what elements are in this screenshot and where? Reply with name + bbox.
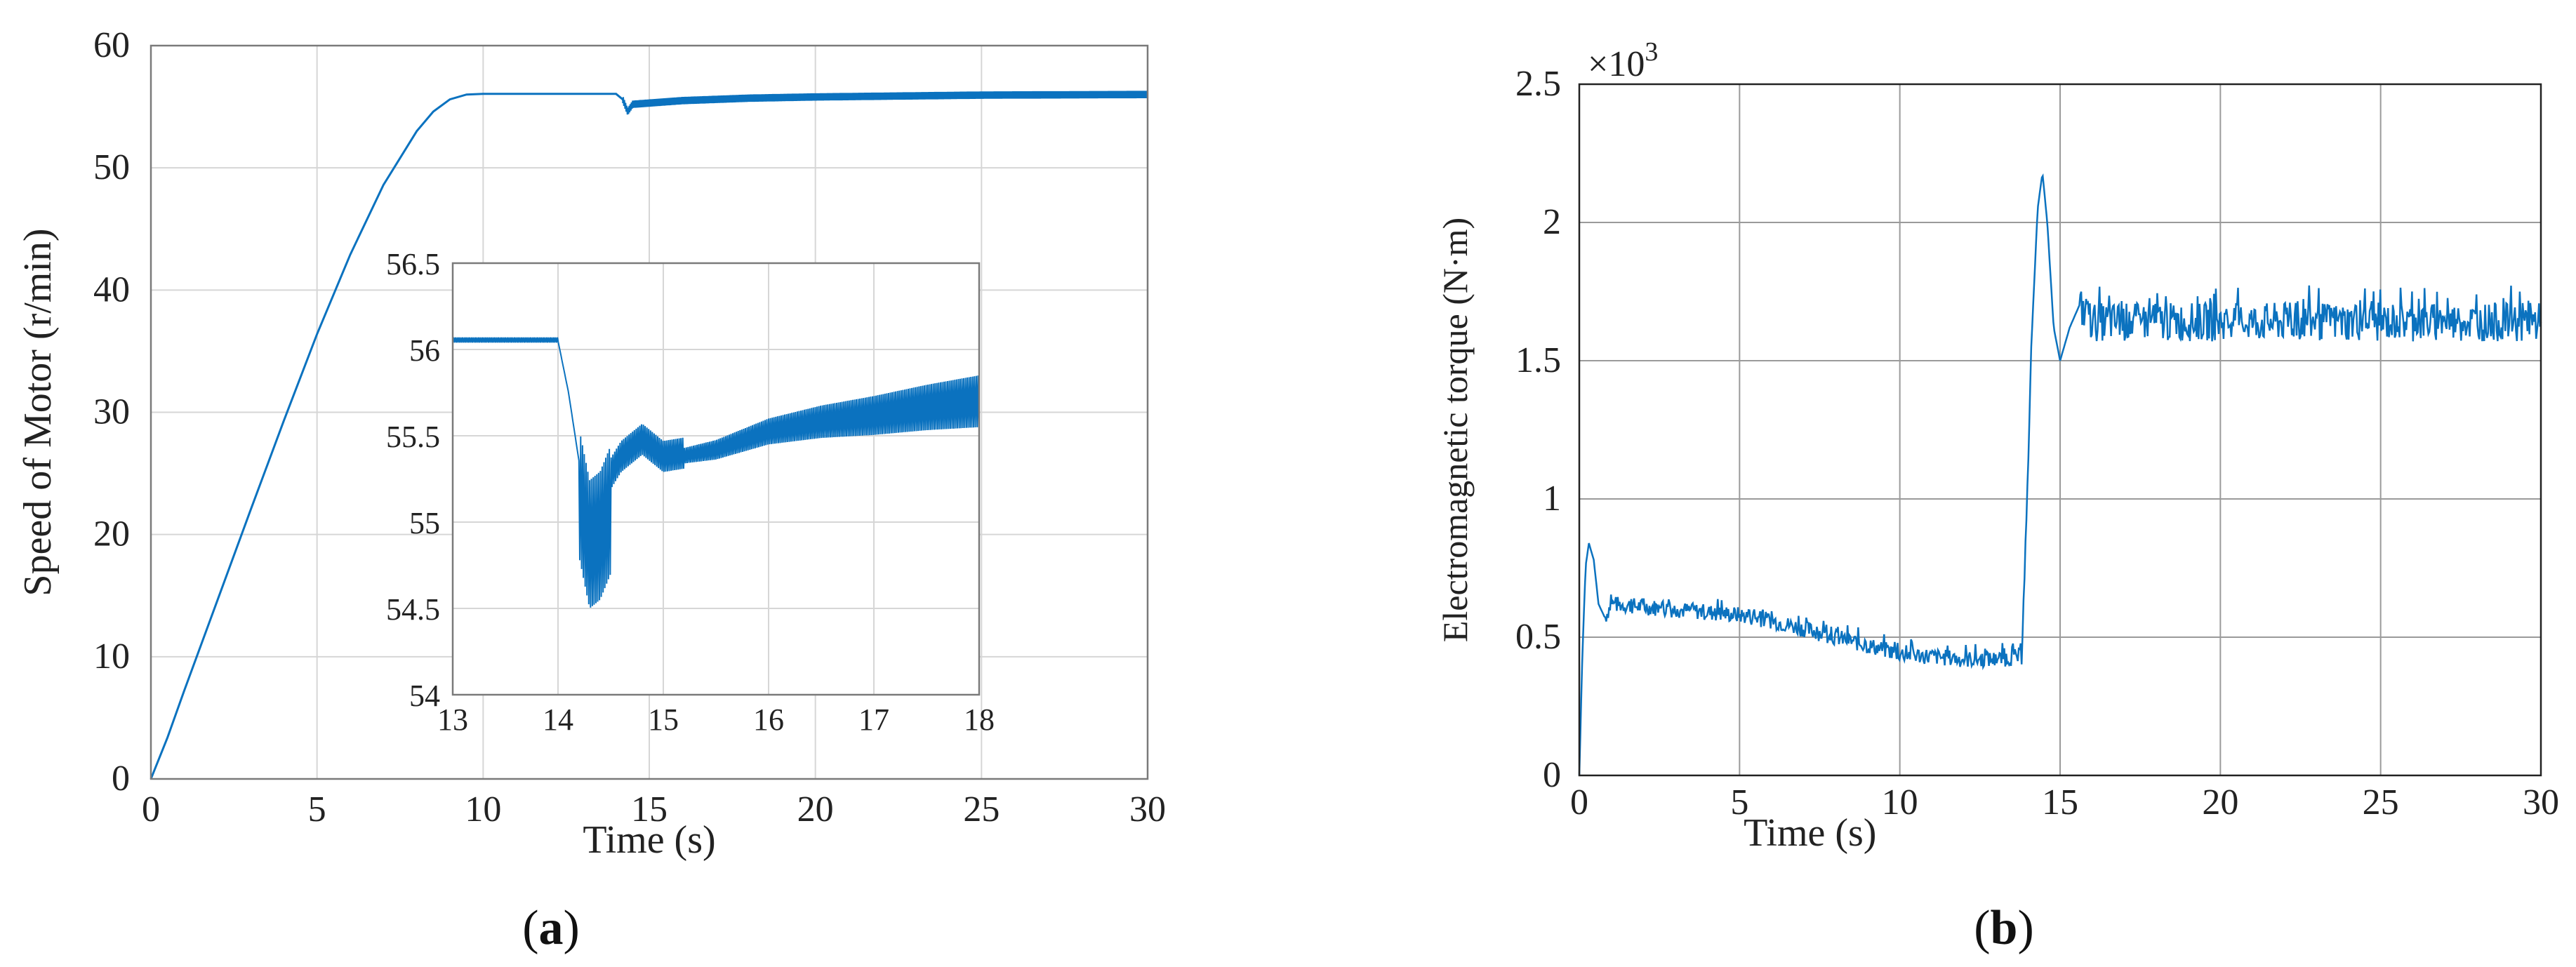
panel-b-grid <box>1579 84 2542 776</box>
y-tick-label: 54 <box>409 679 440 713</box>
x-tick-label: 30 <box>2523 782 2559 822</box>
y-tick-label: 50 <box>93 147 130 187</box>
x-tick-label: 25 <box>2363 782 2399 822</box>
x-tick-label: 15 <box>631 789 668 829</box>
x-tick-label: 14 <box>543 702 573 737</box>
panel-a-ripple-band <box>622 91 1148 115</box>
inset-y-tick-labels: 54 54.5 55 55.5 56 56.5 <box>386 247 440 713</box>
y-tick-label: 56 <box>409 333 440 368</box>
x-tick-label: 15 <box>2042 782 2078 822</box>
panel-a-caption: (a) <box>522 901 580 955</box>
inset-x-tick-labels: 13 14 15 16 17 18 <box>437 702 995 737</box>
inset-frame <box>451 262 981 696</box>
x-tick-label: 10 <box>1882 782 1918 822</box>
panel-b-x-tick-labels: 0 5 10 15 20 25 30 <box>1570 782 2559 822</box>
y-tick-label: 10 <box>93 636 130 676</box>
y-tick-label: 40 <box>93 269 130 309</box>
x-tick-label: 0 <box>142 789 160 829</box>
inset-speed-line <box>452 337 980 608</box>
panel-b-axis-multiplier: ×103 <box>1588 37 1658 84</box>
panel-b-x-axis-label: Time (s) <box>1744 811 1876 855</box>
y-tick-label: 56.5 <box>386 247 440 281</box>
y-tick-label: 0 <box>112 759 130 799</box>
panel-b-frame <box>1578 83 2542 777</box>
y-tick-label: 1 <box>1543 479 1561 519</box>
x-tick-label: 13 <box>437 702 468 737</box>
y-tick-label: 55.5 <box>386 420 440 454</box>
x-tick-label: 18 <box>964 702 995 737</box>
y-tick-label: 2.5 <box>1515 64 1561 104</box>
panel-a-y-tick-labels: 0 10 20 30 40 50 60 <box>93 25 130 799</box>
y-tick-label: 0 <box>1543 755 1561 795</box>
x-tick-label: 17 <box>858 702 889 737</box>
x-tick-label: 5 <box>1730 782 1748 822</box>
panel-a-x-axis-label: Time (s) <box>583 818 715 862</box>
panel-a-inset-zoom: 13 14 15 16 17 18 54 54.5 55 55.5 56 56.5 <box>386 247 995 737</box>
x-tick-label: 25 <box>963 789 1000 829</box>
y-tick-label: 0.5 <box>1515 617 1561 657</box>
y-tick-label: 60 <box>93 25 130 65</box>
y-tick-label: 55 <box>409 506 440 540</box>
x-tick-label: 10 <box>465 789 501 829</box>
y-tick-label: 54.5 <box>386 592 440 627</box>
y-tick-label: 20 <box>93 514 130 554</box>
x-tick-label: 20 <box>797 789 834 829</box>
y-tick-label: 1.5 <box>1515 340 1561 380</box>
y-tick-label: 30 <box>93 392 130 432</box>
inset-background <box>453 263 979 695</box>
panel-b-y-axis-label: Electromagnetic torque (N·m) <box>1435 218 1475 642</box>
x-tick-label: 16 <box>753 702 784 737</box>
x-tick-label: 30 <box>1129 789 1166 829</box>
panel-a-frame <box>150 44 1149 780</box>
panel-a-x-tick-labels: 0 5 10 15 20 25 30 <box>142 789 1166 829</box>
panel-b-torque-chart: 0 5 10 15 20 25 30 00.511.522.5 ×103 Time (s) … <box>1435 37 2559 955</box>
x-tick-label: 0 <box>1570 782 1588 822</box>
x-tick-label: 20 <box>2202 782 2238 822</box>
panel-b-y-tick-labels: 0 0.5 1 1.5 2 2.5 <box>1515 64 1561 795</box>
panel-a-speed-chart: 0 5 10 15 20 25 30 0 10 20 30 40 50 60 Time (s) Spee… <box>16 25 1166 955</box>
x-tick-label: 5 <box>308 789 326 829</box>
panel-b-torque-line <box>1578 173 2542 776</box>
x-tick-label: 15 <box>648 702 679 737</box>
y-tick-label: 2 <box>1543 202 1561 242</box>
panel-a-y-axis-label: Speed of Motor (r/min) <box>16 228 60 596</box>
panel-b-caption: (b) <box>1974 901 2034 955</box>
